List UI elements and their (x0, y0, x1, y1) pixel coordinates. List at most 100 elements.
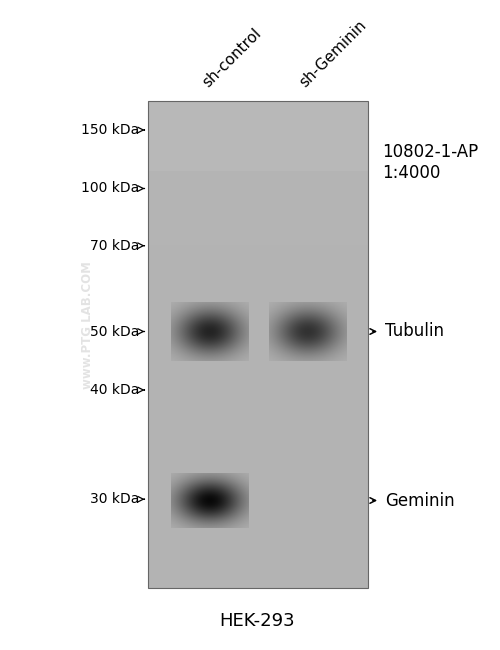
Bar (148, 523, 368, 525)
Bar (148, 261, 368, 264)
Bar (148, 105, 368, 108)
Bar (148, 418, 368, 420)
Bar (148, 352, 368, 354)
Bar (148, 237, 368, 240)
Bar (148, 325, 368, 328)
Bar (148, 457, 368, 459)
Bar (148, 554, 368, 556)
Bar (148, 281, 368, 283)
Bar (148, 344, 368, 347)
Text: www.PTG LAB.COM: www.PTG LAB.COM (81, 261, 94, 389)
Bar (148, 332, 368, 335)
Bar (148, 371, 368, 374)
Bar (148, 247, 368, 250)
Bar (148, 101, 368, 103)
Bar (148, 506, 368, 508)
Bar (148, 320, 368, 322)
Text: 70 kDa: 70 kDa (90, 239, 139, 253)
Bar (148, 201, 368, 203)
Bar (148, 442, 368, 445)
Bar (148, 520, 368, 523)
Bar (148, 135, 368, 137)
Bar (148, 488, 368, 491)
Bar (148, 172, 368, 174)
Bar (148, 118, 368, 120)
Bar (148, 227, 368, 230)
Bar (148, 342, 368, 345)
Bar (148, 493, 368, 495)
Bar (148, 559, 368, 562)
Bar (148, 562, 368, 564)
Bar (148, 205, 368, 208)
Bar (148, 361, 368, 364)
Bar (148, 127, 368, 130)
Bar (148, 279, 368, 281)
Bar (148, 369, 368, 371)
Bar (148, 289, 368, 291)
Bar (148, 406, 368, 408)
Bar (148, 376, 368, 378)
Bar (148, 530, 368, 532)
Bar (148, 101, 368, 588)
Bar (148, 220, 368, 222)
Bar (148, 484, 368, 486)
Bar (148, 467, 368, 469)
Bar (148, 272, 368, 274)
Bar (148, 491, 368, 493)
Text: HEK-293: HEK-293 (220, 612, 296, 630)
Bar (148, 542, 368, 545)
Bar (148, 498, 368, 501)
Bar (148, 293, 368, 296)
Bar (148, 459, 368, 462)
Bar (148, 184, 368, 186)
Bar (148, 517, 368, 520)
Bar (148, 269, 368, 272)
Bar (148, 328, 368, 330)
Bar (148, 133, 368, 135)
Bar (148, 169, 368, 172)
Bar (148, 384, 368, 386)
Bar (148, 244, 368, 247)
Bar (148, 430, 368, 432)
Bar (148, 213, 368, 215)
Bar (148, 298, 368, 300)
Bar (148, 313, 368, 315)
Bar (148, 181, 368, 184)
Bar (148, 166, 368, 169)
Bar (148, 471, 368, 474)
Bar (148, 425, 368, 428)
Bar (148, 495, 368, 498)
Bar (148, 386, 368, 388)
Bar (148, 576, 368, 578)
Bar (148, 527, 368, 530)
Bar (148, 540, 368, 542)
Bar (148, 257, 368, 259)
Bar (148, 350, 368, 352)
Bar (148, 449, 368, 452)
Bar (148, 196, 368, 198)
Bar (148, 452, 368, 454)
Bar (148, 276, 368, 279)
Bar (148, 306, 368, 308)
Bar (148, 123, 368, 125)
Bar (148, 510, 368, 513)
Bar (148, 415, 368, 418)
Bar (148, 547, 368, 549)
Bar (148, 445, 368, 447)
Bar (148, 428, 368, 430)
Bar (148, 318, 368, 320)
Bar (148, 198, 368, 201)
Bar (148, 486, 368, 488)
Bar (148, 508, 368, 510)
Bar (148, 303, 368, 306)
Bar (148, 274, 368, 276)
Bar (148, 378, 368, 381)
Bar (148, 179, 368, 181)
Bar (148, 191, 368, 194)
Bar (148, 111, 368, 113)
Text: 40 kDa: 40 kDa (90, 383, 139, 397)
Bar (148, 140, 368, 142)
Bar (148, 152, 368, 155)
Bar (148, 150, 368, 152)
Bar (148, 339, 368, 342)
